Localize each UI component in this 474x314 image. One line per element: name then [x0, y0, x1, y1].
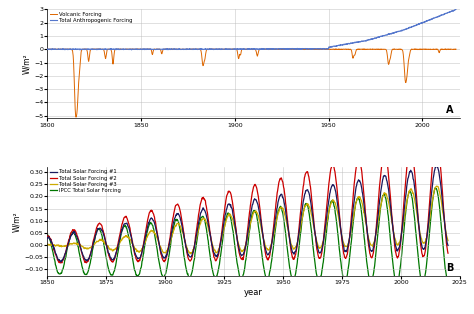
Volcanic Forcing [441, 47, 447, 51]
Legend: Total Solar Forcing #1, Total Solar Forcing #2, Total Solar Forcing #3, IPCC Tot: Total Solar Forcing #1, Total Solar Forc… [48, 168, 122, 194]
Total Anthropogenic Forcing [233, 47, 238, 51]
Total Solar Forcing #1 [207, 231, 213, 235]
IPCC Total Solar Forcing [319, 266, 325, 269]
Volcanic Forcing [366, 47, 372, 51]
Total Solar Forcing #3 [45, 243, 50, 246]
Total Anthropogenic Forcing [65, 48, 71, 51]
Total Anthropogenic Forcing [453, 7, 459, 11]
Y-axis label: W/m²: W/m² [13, 212, 22, 232]
Volcanic Forcing [244, 47, 249, 51]
Total Solar Forcing #1 [365, 231, 370, 235]
IPCC Total Solar Forcing [394, 281, 400, 285]
Total Solar Forcing #3 [85, 247, 91, 251]
Total Solar Forcing #1 [86, 257, 91, 261]
IPCC Total Solar Forcing [432, 186, 438, 190]
Total Solar Forcing #1 [221, 219, 227, 222]
Total Anthropogenic Forcing [45, 47, 50, 51]
Line: IPCC Total Solar Forcing: IPCC Total Solar Forcing [47, 188, 448, 283]
Total Anthropogenic Forcing [441, 12, 447, 16]
Total Solar Forcing #1 [320, 243, 326, 246]
X-axis label: year: year [244, 288, 263, 297]
Total Anthropogenic Forcing [442, 12, 447, 16]
Total Solar Forcing #3 [320, 240, 326, 244]
Total Solar Forcing #3 [187, 252, 193, 256]
Volcanic Forcing [442, 47, 447, 51]
Total Solar Forcing #2 [86, 257, 91, 261]
Text: B: B [446, 263, 454, 273]
IPCC Total Solar Forcing [357, 200, 363, 204]
Total Solar Forcing #2 [57, 261, 63, 265]
IPCC Total Solar Forcing [445, 281, 451, 284]
Line: Total Solar Forcing #1: Total Solar Forcing #1 [47, 165, 448, 262]
Line: Total Solar Forcing #3: Total Solar Forcing #3 [47, 186, 448, 254]
Total Solar Forcing #3 [207, 232, 213, 236]
IPCC Total Solar Forcing [221, 229, 227, 233]
Total Solar Forcing #3 [434, 184, 439, 188]
Total Solar Forcing #2 [434, 137, 439, 140]
Volcanic Forcing [443, 47, 448, 51]
Volcanic Forcing [45, 47, 50, 51]
Volcanic Forcing [65, 47, 71, 51]
Total Solar Forcing #3 [357, 195, 363, 199]
Total Anthropogenic Forcing [244, 47, 249, 51]
Volcanic Forcing [233, 47, 238, 51]
Volcanic Forcing [453, 47, 459, 51]
Volcanic Forcing [73, 115, 79, 119]
Y-axis label: W/m²: W/m² [22, 54, 31, 74]
Total Solar Forcing #2 [320, 243, 326, 247]
Text: A: A [446, 105, 454, 115]
Total Solar Forcing #1 [434, 164, 439, 167]
Total Solar Forcing #2 [445, 251, 451, 255]
Total Anthropogenic Forcing [129, 48, 135, 52]
Total Solar Forcing #3 [365, 231, 370, 235]
IPCC Total Solar Forcing [207, 249, 212, 253]
Total Solar Forcing #2 [45, 234, 50, 238]
Total Solar Forcing #3 [445, 239, 451, 242]
Total Solar Forcing #1 [445, 244, 451, 247]
IPCC Total Solar Forcing [45, 234, 50, 237]
Total Anthropogenic Forcing [366, 38, 372, 41]
IPCC Total Solar Forcing [364, 262, 370, 266]
Total Solar Forcing #1 [357, 180, 363, 184]
IPCC Total Solar Forcing [85, 269, 91, 273]
Legend: Volcanic Forcing, Total Anthropogenic Forcing: Volcanic Forcing, Total Anthropogenic Fo… [48, 10, 134, 24]
Line: Volcanic Forcing: Volcanic Forcing [47, 49, 456, 117]
Line: Total Solar Forcing #2: Total Solar Forcing #2 [47, 138, 448, 263]
Line: Total Anthropogenic Forcing: Total Anthropogenic Forcing [47, 9, 456, 50]
Total Solar Forcing #1 [45, 237, 50, 241]
Total Solar Forcing #2 [357, 161, 363, 165]
Total Solar Forcing #2 [207, 229, 213, 233]
Total Solar Forcing #2 [221, 211, 227, 214]
Total Solar Forcing #1 [58, 260, 64, 264]
Total Solar Forcing #2 [365, 233, 370, 236]
Total Solar Forcing #3 [221, 225, 227, 229]
